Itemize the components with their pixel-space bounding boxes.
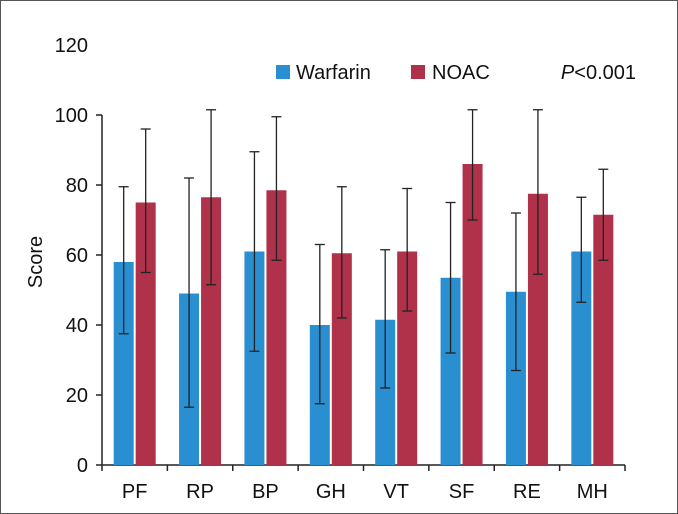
bar-warfarin-bp	[244, 251, 265, 465]
x-tick-label: GH	[316, 481, 346, 503]
legend-label-warfarin: Warfarin	[296, 62, 371, 84]
y-tick-label: 80	[66, 175, 88, 197]
legend-swatch-warfarin	[276, 65, 290, 79]
bar-warfarin-re	[505, 291, 526, 465]
bar-warfarin-mh	[571, 251, 592, 465]
legend-swatch-noac	[411, 65, 425, 79]
x-tick-labels: PF RP BP GH VT SF RE MH	[122, 481, 608, 503]
bar-noac-bp	[266, 190, 287, 465]
bars	[113, 164, 614, 465]
p-symbol: P	[561, 62, 575, 84]
y-axis-label: Score	[25, 236, 47, 288]
legend: Warfarin NOAC	[276, 62, 490, 84]
y-tick-label: 60	[66, 245, 88, 267]
bar-warfarin-sf	[440, 277, 461, 465]
y-tick-label: 120	[55, 35, 88, 57]
y-tick-label: 0	[77, 455, 88, 477]
bar-noac-mh	[593, 214, 614, 465]
bar-noac-re	[527, 193, 548, 465]
bar-noac-pf	[135, 202, 156, 465]
y-tick-label: 40	[66, 315, 88, 337]
p-value-annotation: P<0.001	[561, 62, 636, 84]
legend-label-noac: NOAC	[432, 62, 490, 84]
bar-warfarin-vt	[375, 319, 396, 465]
x-tick-label: MH	[577, 481, 608, 503]
x-tick-label: RP	[186, 481, 214, 503]
x-tick-label: SF	[449, 481, 475, 503]
error-bars	[118, 109, 609, 408]
bar-noac-gh	[331, 253, 352, 465]
x-tick-label: PF	[122, 481, 148, 503]
x-tick-label: VT	[383, 481, 409, 503]
y-tick-label: 100	[55, 105, 88, 127]
x-tick-label: BP	[252, 481, 279, 503]
bar-noac-sf	[462, 164, 483, 465]
y-tick-label: 20	[66, 385, 88, 407]
x-tick-label: RE	[513, 481, 541, 503]
p-rest: <0.001	[574, 62, 636, 84]
bar-noac-rp	[201, 197, 222, 465]
bar-warfarin-pf	[113, 262, 134, 465]
y-tick-labels: 0 20 40 60 80 100 120	[55, 35, 88, 477]
bar-noac-vt	[397, 251, 418, 465]
